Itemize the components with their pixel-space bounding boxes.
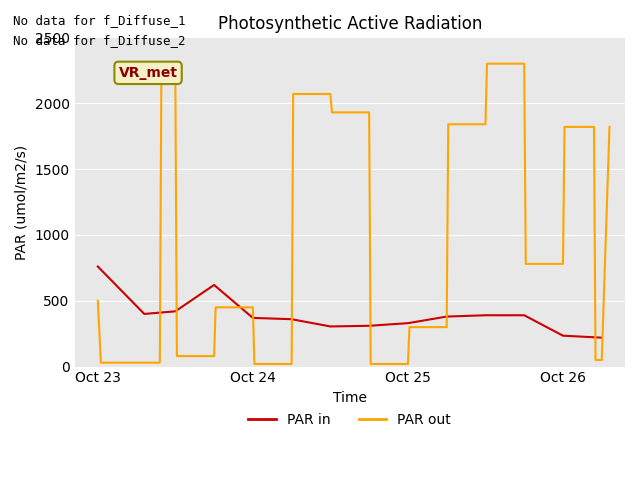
PAR out — [483, 61, 491, 67]
Line: PAR in: PAR in — [98, 266, 602, 337]
PAR out — [605, 124, 613, 130]
PAR out — [367, 361, 374, 367]
PAR out — [173, 353, 180, 359]
PAR out — [365, 109, 373, 115]
PAR out — [172, 74, 179, 80]
PAR out — [443, 324, 451, 330]
Y-axis label: PAR (umol/m2/s): PAR (umol/m2/s) — [15, 144, 29, 260]
PAR out — [251, 361, 259, 367]
PAR out — [520, 61, 528, 67]
PAR out — [561, 124, 568, 130]
PAR out — [157, 74, 165, 80]
Text: No data for f_Diffuse_2: No data for f_Diffuse_2 — [13, 34, 186, 47]
PAR in — [520, 312, 528, 318]
PAR in — [94, 264, 102, 269]
PAR out — [559, 261, 567, 267]
PAR in — [211, 282, 218, 288]
PAR out — [328, 109, 336, 115]
PAR out — [482, 121, 490, 127]
PAR out — [288, 361, 296, 367]
PAR in — [140, 311, 148, 317]
PAR in — [482, 312, 490, 318]
PAR out — [249, 304, 257, 310]
Text: No data for f_Diffuse_1: No data for f_Diffuse_1 — [13, 14, 186, 27]
Legend: PAR in, PAR out: PAR in, PAR out — [243, 407, 457, 432]
PAR out — [97, 360, 105, 366]
Text: VR_met: VR_met — [118, 66, 177, 80]
PAR in — [249, 315, 257, 321]
PAR in — [172, 309, 179, 314]
Line: PAR out: PAR out — [98, 64, 609, 364]
PAR out — [406, 324, 413, 330]
PAR out — [444, 121, 452, 127]
Title: Photosynthetic Active Radiation: Photosynthetic Active Radiation — [218, 15, 482, 33]
PAR out — [326, 91, 334, 97]
PAR out — [404, 361, 412, 367]
PAR in — [326, 324, 334, 329]
PAR in — [598, 335, 605, 340]
PAR in — [288, 316, 296, 322]
PAR in — [365, 323, 373, 329]
PAR out — [94, 298, 102, 304]
PAR out — [598, 357, 605, 363]
PAR out — [289, 91, 297, 97]
PAR out — [156, 360, 164, 366]
PAR out — [592, 357, 600, 363]
PAR out — [590, 124, 598, 130]
X-axis label: Time: Time — [333, 391, 367, 405]
PAR out — [522, 261, 530, 267]
PAR in — [559, 333, 567, 338]
PAR in — [443, 314, 451, 320]
PAR out — [211, 353, 218, 359]
PAR out — [212, 304, 220, 310]
PAR in — [404, 320, 412, 326]
